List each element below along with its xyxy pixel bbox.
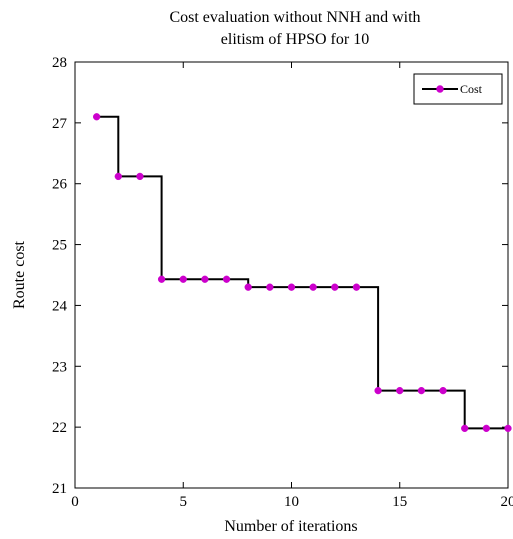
y-tick-label: 22 xyxy=(52,420,67,436)
data-point xyxy=(331,283,339,291)
x-tick-label: 20 xyxy=(501,494,513,510)
y-tick-label: 21 xyxy=(52,481,67,497)
x-tick-label: 0 xyxy=(71,494,79,510)
data-point xyxy=(266,283,274,291)
data-point xyxy=(396,386,404,395)
y-tick-label: 25 xyxy=(52,238,67,254)
data-point xyxy=(439,386,447,395)
axis-ticks: 0 5 10 15 20 21 22 23 24 25 26 27 28 xyxy=(52,55,513,510)
x-tick-label: 10 xyxy=(284,494,299,510)
x-tick-label: 15 xyxy=(392,494,407,510)
y-tick-label: 28 xyxy=(52,55,67,71)
data-point xyxy=(93,113,101,121)
y-tick-label: 26 xyxy=(52,177,68,193)
series-layer xyxy=(93,113,512,433)
data-point xyxy=(201,275,209,283)
data-point xyxy=(461,424,469,433)
data-point xyxy=(504,424,512,433)
y-axis-title: Route cost xyxy=(11,240,28,309)
data-point xyxy=(374,386,382,395)
chart-title-line-2: elitism of HPSO for 10 xyxy=(221,31,369,48)
data-point xyxy=(309,283,317,291)
y-tick-label: 27 xyxy=(52,116,68,132)
data-point xyxy=(222,275,231,283)
data-point xyxy=(287,283,296,291)
data-point xyxy=(114,172,122,181)
legend: Cost xyxy=(413,73,503,105)
y-tick-label: 23 xyxy=(52,359,67,375)
data-point xyxy=(482,424,491,433)
legend-marker xyxy=(436,85,444,93)
legend-label: Cost xyxy=(460,82,483,96)
data-point xyxy=(352,283,361,291)
data-point xyxy=(157,275,166,283)
x-tick-label: 5 xyxy=(180,494,188,510)
data-point xyxy=(244,283,252,291)
data-point xyxy=(179,275,187,283)
plot-area xyxy=(74,61,509,489)
data-point xyxy=(136,172,144,181)
y-tick-label: 24 xyxy=(52,298,68,314)
chart-title-line-1: Cost evaluation without NNH and with xyxy=(169,9,420,26)
x-axis-title: Number of iterations xyxy=(224,518,357,535)
data-point xyxy=(417,386,426,395)
